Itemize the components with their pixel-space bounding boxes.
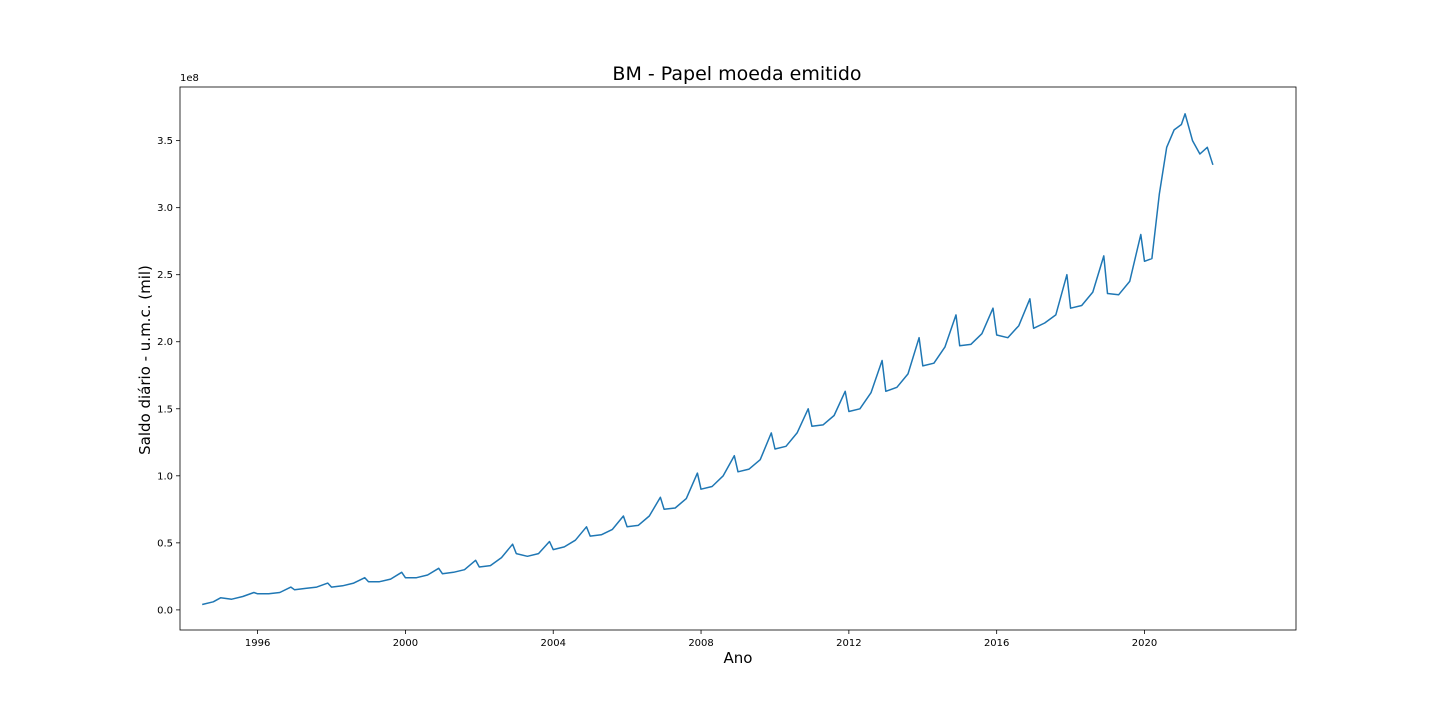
chart-title: BM - Papel moeda emitido [612,63,861,85]
y-tick-label: 1.5 [157,404,173,415]
series-line [202,113,1214,606]
y-tick-label: 2.0 [157,337,173,348]
y-tick-label: 0.0 [157,605,173,616]
y-tick-label: 3.0 [157,203,173,214]
x-tick-label: 2008 [688,638,713,649]
y-tick-label: 1.0 [157,471,173,482]
x-tick-label: 2012 [836,638,861,649]
x-axis: 1996 2000 2004 2008 2012 2016 2020 [245,630,1157,649]
y-tick-label: 2.5 [157,270,173,281]
y-offset-label: 1e8 [180,73,199,84]
x-tick-label: 2000 [393,638,418,649]
x-tick-label: 2020 [1132,638,1157,649]
x-tick-label: 2016 [984,638,1009,649]
x-tick-label: 2004 [541,638,566,649]
x-axis-title: Ano [724,649,753,667]
y-tick-label: 3.5 [157,136,173,147]
y-axis: 0.0 0.5 1.0 1.5 2.0 2.5 3.0 3.5 [157,136,180,616]
y-axis-title: Saldo diário - u.m.c. (mil) [136,265,154,455]
plot-area-frame [179,86,1297,631]
x-tick-label: 1996 [245,638,270,649]
y-tick-label: 0.5 [157,538,173,549]
